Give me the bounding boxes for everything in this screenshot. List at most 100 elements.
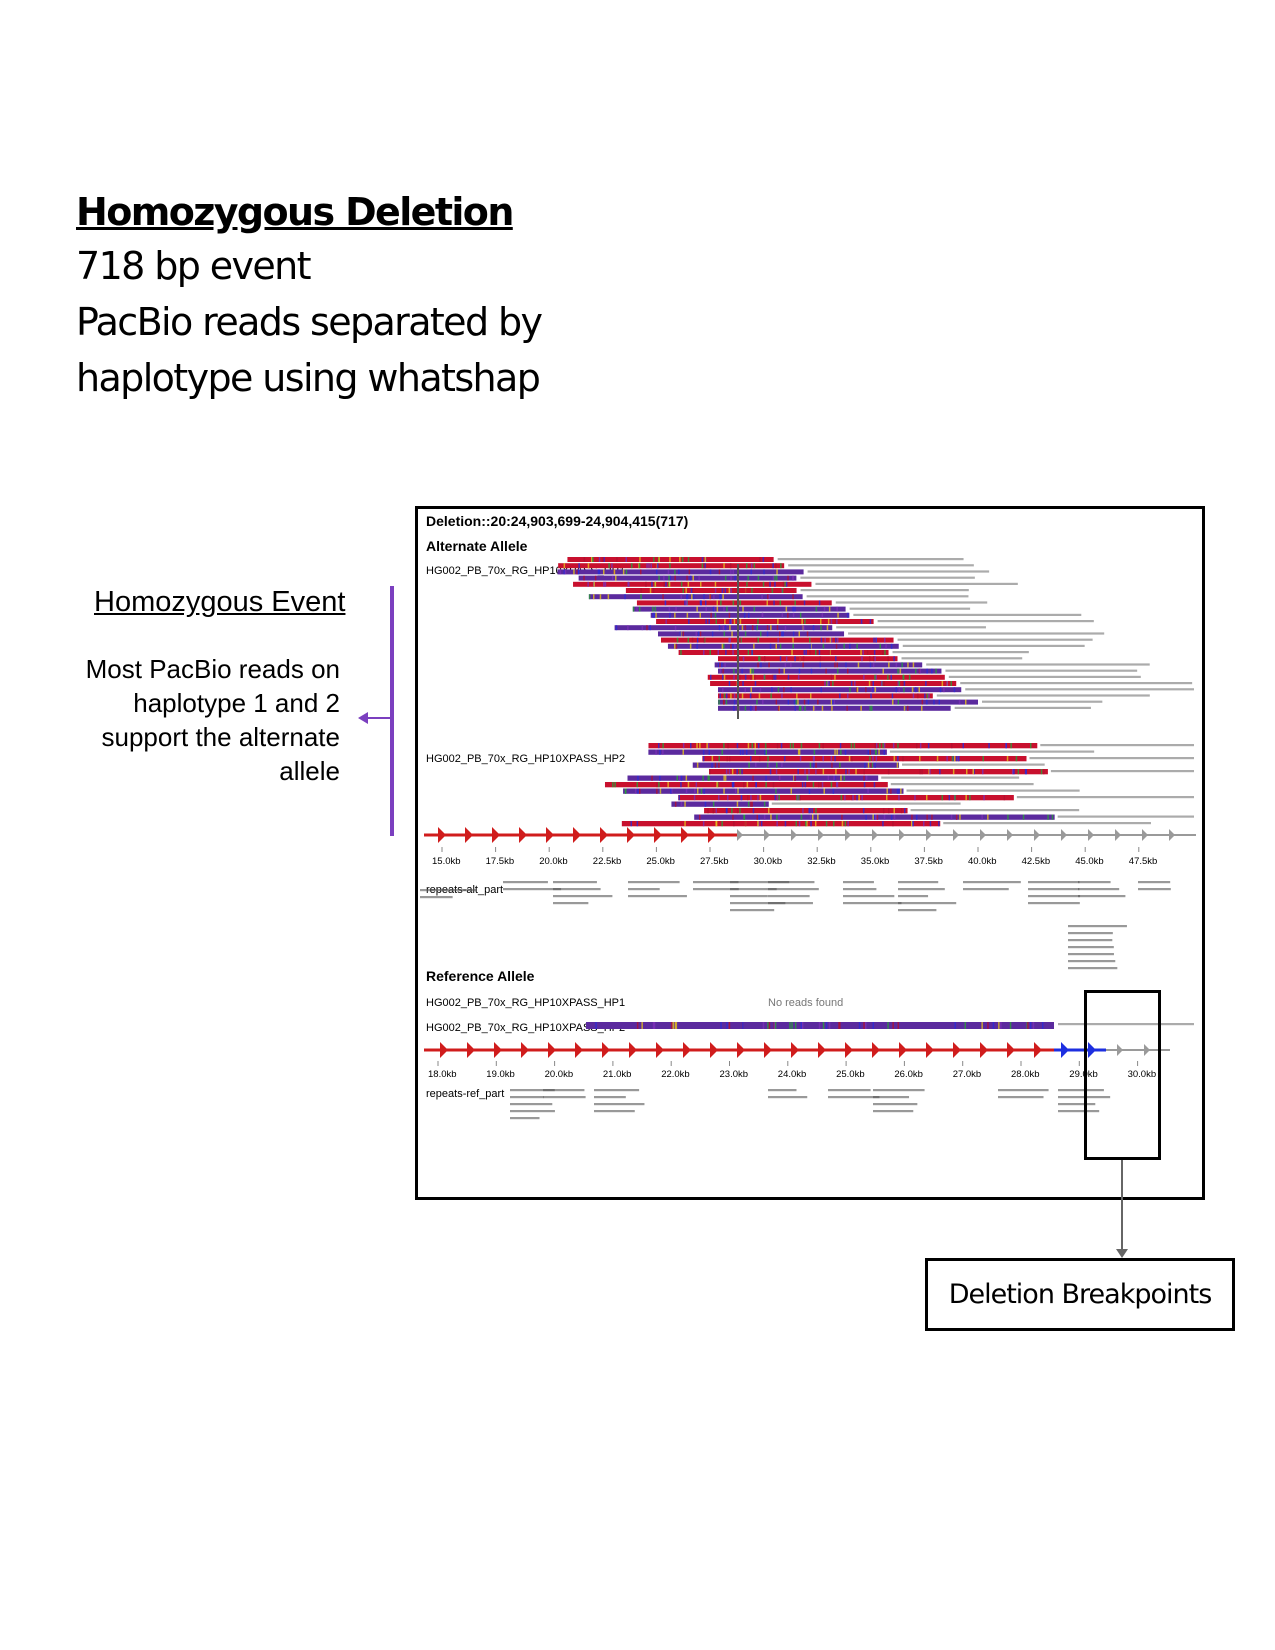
read-mismatch <box>915 668 917 674</box>
read-mismatch <box>716 600 718 606</box>
read-mismatch <box>646 625 648 631</box>
read-mismatch <box>861 656 863 662</box>
read-mismatch <box>919 668 921 674</box>
read-mismatch <box>798 795 800 801</box>
read-mismatch <box>740 637 742 643</box>
read-bar <box>588 594 803 600</box>
read-bar <box>707 674 945 680</box>
read-mismatch <box>762 581 765 587</box>
read-bar <box>657 631 845 637</box>
read-mismatch <box>742 656 745 662</box>
read-mismatch <box>939 769 941 775</box>
alt-axis-tick-label: 47.5kb <box>1129 856 1158 867</box>
read-mismatch <box>966 769 968 775</box>
contig-arrow <box>1115 829 1121 841</box>
read-mismatch <box>753 643 755 649</box>
read-mismatch <box>593 594 595 600</box>
read-mismatch <box>719 594 721 600</box>
read-mismatch <box>687 581 690 587</box>
read-mismatch <box>809 637 811 643</box>
read-mismatch <box>750 693 753 699</box>
read-mismatch <box>798 705 801 711</box>
read-mismatch <box>774 1022 777 1029</box>
read-mismatch <box>771 674 774 680</box>
read-mismatch <box>774 581 776 587</box>
read-mismatch <box>599 594 602 600</box>
read-mismatch <box>694 788 696 794</box>
read-mismatch <box>784 625 787 631</box>
read-mismatch <box>897 668 899 674</box>
read-mismatch <box>839 693 841 699</box>
repeat-feature <box>828 1096 880 1099</box>
contig-arrow <box>1142 829 1148 841</box>
read-mismatch <box>760 631 762 637</box>
read-mismatch <box>844 749 847 755</box>
read-mismatch <box>663 575 665 581</box>
read-mismatch <box>645 581 647 587</box>
read-mismatch <box>887 1022 889 1029</box>
read-mismatch <box>751 625 754 631</box>
read-mismatch <box>616 557 618 562</box>
read-mismatch <box>834 756 836 762</box>
read-mismatch <box>703 650 705 655</box>
read-mismatch <box>784 662 787 668</box>
read-mismatch <box>760 821 763 827</box>
read-mismatch <box>819 656 822 662</box>
read-mismatch <box>655 749 657 755</box>
read-mismatch <box>802 656 805 662</box>
read-mismatch <box>849 643 851 649</box>
read-mismatch <box>777 687 780 693</box>
read-mismatch <box>625 788 627 794</box>
read-name-text <box>806 595 969 598</box>
read-mismatch <box>851 795 853 801</box>
breakpoint-highlight-box <box>1084 990 1161 1160</box>
read-mismatch <box>916 814 918 820</box>
read-mismatch <box>709 650 711 655</box>
read-mismatch <box>703 788 705 794</box>
contig-arrow <box>1117 1044 1123 1056</box>
ref-repeats-features <box>510 1089 1111 1120</box>
read-mismatch <box>902 674 904 680</box>
contig-arrow <box>953 1042 961 1058</box>
read-mismatch <box>796 795 798 801</box>
read-mismatch <box>734 643 736 649</box>
repeat-feature <box>843 881 874 884</box>
read-mismatch <box>798 668 801 674</box>
read-mismatch <box>708 775 710 781</box>
read-mismatch <box>638 563 641 569</box>
alt-axis-tick-label: 40.0kb <box>968 856 997 867</box>
repeat-feature <box>843 902 902 905</box>
alt-axis-ticks: 15.0kb 17.5kb 20.0kb 22.5kb 25.0kb 27.5kb 30.0… <box>432 847 1157 867</box>
read-mismatch <box>758 821 760 827</box>
read-mismatch <box>833 775 835 781</box>
read-mismatch <box>852 795 854 801</box>
read-mismatch <box>815 769 817 775</box>
read-mismatch <box>800 1022 802 1029</box>
contig-arrow <box>465 827 473 843</box>
read-mismatch <box>753 563 756 569</box>
read-mismatch <box>746 782 749 788</box>
read-mismatch <box>865 1022 867 1029</box>
read-mismatch <box>794 656 796 662</box>
read-mismatch <box>685 588 687 593</box>
read-name-text <box>890 783 1034 786</box>
read-mismatch <box>809 650 811 655</box>
read-mismatch <box>933 699 935 705</box>
repeat-feature <box>998 1089 1049 1092</box>
read-mismatch <box>869 656 871 662</box>
read-mismatch <box>821 782 824 788</box>
read-mismatch <box>662 743 664 749</box>
read-mismatch <box>797 749 800 755</box>
alt-hp2-label: HG002_PB_70x_RG_HP10XPASS_HP2 <box>426 753 625 765</box>
read-mismatch <box>912 821 914 827</box>
repeat-feature <box>510 1089 555 1092</box>
read-mismatch <box>703 563 705 569</box>
read-mismatch <box>808 788 811 794</box>
read-mismatch <box>1047 814 1049 820</box>
read-mismatch <box>641 1022 643 1029</box>
read-mismatch <box>826 625 829 631</box>
read-mismatch <box>700 788 703 794</box>
read-mismatch <box>632 606 635 612</box>
read-mismatch <box>686 575 688 581</box>
read-mismatch <box>779 631 781 637</box>
